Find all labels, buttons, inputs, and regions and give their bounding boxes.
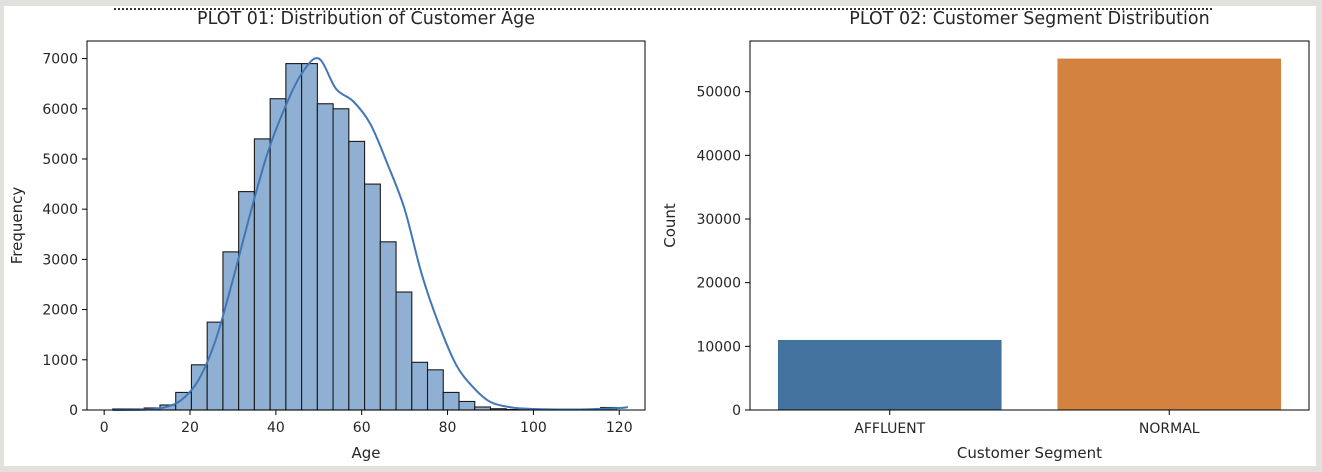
x-tick-label: 120 xyxy=(606,420,633,436)
dotted-divider xyxy=(114,8,1212,10)
y-tick-label: 0 xyxy=(732,403,741,419)
chart-canvas: 0 20 40 60 80 100 120 0 1000 2000 3000 4000 5000 6000… xyxy=(8,9,1310,462)
plot-segment-bar: AFFLUENT NORMAL 0 10000 20000 30000 40000 50000… xyxy=(661,9,1310,462)
histogram-bar xyxy=(316,103,334,411)
histogram-bar xyxy=(442,391,460,411)
y-tick-label: 2000 xyxy=(42,303,78,319)
histogram-bar xyxy=(364,183,381,411)
histogram-bar xyxy=(206,321,224,411)
figure: 0 20 40 60 80 100 120 0 1000 2000 3000 4000 5000 6000… xyxy=(4,6,1316,466)
plot2-title: PLOT 02: Customer Segment Distribution xyxy=(849,9,1209,29)
plot2-y-axis-title: Count xyxy=(661,203,679,248)
plot-age-histogram: 0 20 40 60 80 100 120 0 1000 2000 3000 4000 5000 6000… xyxy=(8,9,646,462)
histogram-bar xyxy=(348,140,366,411)
y-tick-label: 0 xyxy=(69,403,78,419)
histogram-bar xyxy=(332,108,350,411)
y-tick-label: 30000 xyxy=(696,212,741,228)
y-tick-label: 6000 xyxy=(42,102,78,118)
y-tick-label: 40000 xyxy=(696,148,741,164)
y-tick-label: 1000 xyxy=(42,353,78,369)
plot1-y-axis-title: Frequency xyxy=(8,187,26,265)
y-tick-label: 7000 xyxy=(42,52,78,68)
x-tick-label: NORMAL xyxy=(1139,421,1200,437)
y-tick-label: 3000 xyxy=(42,252,78,268)
plot2-frame xyxy=(749,40,1310,411)
x-tick-label: 0 xyxy=(100,420,109,436)
histogram-bar xyxy=(269,98,287,411)
segment-bar xyxy=(777,339,1002,410)
x-tick-label: 80 xyxy=(439,420,457,436)
plot2-x-axis-title: Customer Segment xyxy=(957,444,1102,462)
y-tick-label: 20000 xyxy=(696,276,741,292)
histogram-bar xyxy=(222,251,240,411)
x-tick-label: 100 xyxy=(520,420,547,436)
x-tick-label: AFFLUENT xyxy=(854,421,925,437)
histogram-bar xyxy=(411,361,429,411)
histogram-bar xyxy=(301,63,318,411)
histogram-bar xyxy=(458,400,476,411)
histogram-bar xyxy=(395,291,413,411)
y-tick-label: 50000 xyxy=(696,85,741,101)
histogram-bar xyxy=(379,241,397,411)
plot1-title: PLOT 01: Distribution of Customer Age xyxy=(197,9,535,29)
plot1-x-axis-title: Age xyxy=(351,444,380,462)
histogram-bar xyxy=(285,63,303,411)
histogram-bar xyxy=(426,369,444,411)
x-tick-label: 40 xyxy=(267,420,285,436)
segment-bar xyxy=(1057,58,1282,410)
x-tick-label: 60 xyxy=(353,420,371,436)
histogram-bar xyxy=(253,138,271,411)
y-tick-label: 5000 xyxy=(42,152,78,168)
kde-line xyxy=(112,57,628,411)
plot1-frame xyxy=(86,40,646,411)
x-tick-label: 20 xyxy=(181,420,199,436)
y-tick-label: 10000 xyxy=(696,339,741,355)
y-tick-label: 4000 xyxy=(42,202,78,218)
